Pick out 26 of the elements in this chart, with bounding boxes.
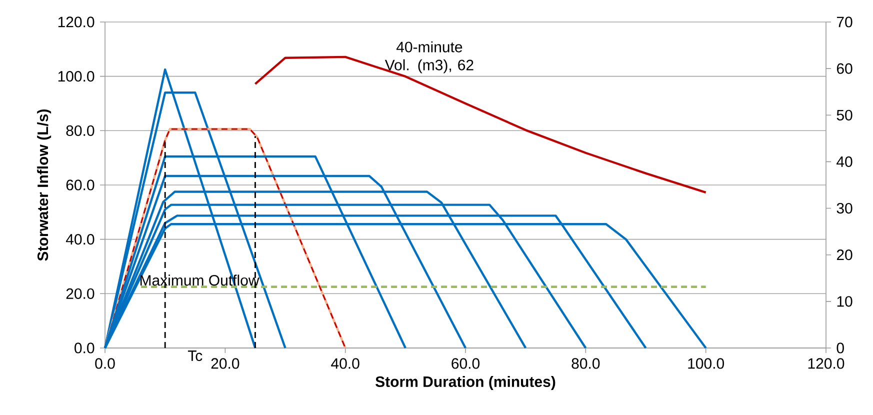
y-tick-label: 20.0 [66,288,94,299]
y2-tick-label: 30 [836,202,852,214]
y2-tick-label: 60 [836,63,852,74]
y2-tick-label: 0 [836,342,844,354]
x-axis-title: Storm Duration (minutes) [376,376,556,390]
y2-tick-label: 50 [836,110,852,120]
y-tick-label: 80.0 [66,125,94,136]
y-tick-label: 100.0 [58,71,94,82]
x-tick-label: 20.0 [211,358,240,369]
x-tick-label: 0.0 [95,358,115,369]
x-tick-label: 60.0 [452,358,480,369]
y-tick-label: 40.0 [66,234,94,245]
y2-tick-label: 20 [836,250,852,260]
y-tick-label: 0.0 [74,342,94,354]
x-tick-label: 40.0 [331,358,360,369]
x-tick-label: 100.0 [688,358,724,369]
y-tick-label: 120.0 [58,16,94,28]
y2-tick-label: 40 [836,156,852,168]
x-tick-label: 120.0 [808,358,844,369]
y2-tick-label: 70 [836,16,852,28]
y-axis-title: Storwater Inflow (L/s) [37,109,52,261]
y2-tick-label: 10 [837,296,852,307]
x-tick-label: 80.0 [572,358,600,369]
annotation: 40-minute Vol. (m3), 62 [384,41,474,74]
y-tick-label: 60.0 [66,180,94,190]
text: Tc [188,350,202,362]
